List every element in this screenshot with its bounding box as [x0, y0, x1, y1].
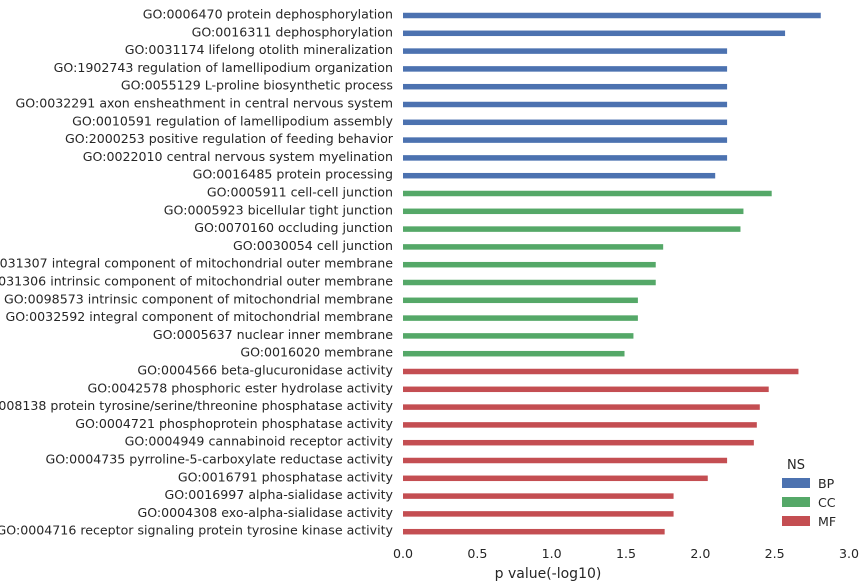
category-label: GO:0004721 phosphoprotein phosphatase ac… — [75, 416, 393, 431]
category-label: GO:0098573 intrinsic component of mitoch… — [4, 291, 393, 306]
category-label: GO:0055129 L-proline biosynthetic proces… — [121, 78, 393, 93]
x-tick-label: 0.0 — [393, 546, 413, 561]
bar-cc — [403, 208, 744, 215]
category-label: GO:0004716 receptor signaling protein ty… — [0, 523, 394, 538]
bar-cc — [403, 315, 638, 321]
legend-label: CC — [818, 495, 836, 510]
category-label: GO:0031307 integral component of mitocho… — [0, 256, 393, 271]
bar-mf — [403, 511, 674, 517]
category-label: GO:0031306 intrinsic component of mitoch… — [0, 274, 393, 289]
x-axis-label: p value(-log10) — [495, 566, 602, 582]
category-label: GO:0005911 cell-cell junction — [207, 185, 393, 200]
legend-label: BP — [818, 476, 835, 491]
category-label: GO:1902743 regulation of lamellipodium o… — [54, 60, 393, 75]
category-label: GO:0004308 exo-alpha-sialidase activity — [137, 505, 393, 520]
bar-bp — [403, 48, 728, 54]
category-label: GO:0016311 dephosphorylation — [192, 24, 393, 39]
category-label: GO:0004566 beta-glucuronidase activity — [137, 363, 393, 378]
category-label: GO:0016485 protein processing — [193, 167, 393, 182]
category-label: GO:0010591 regulation of lamellipodium a… — [72, 113, 393, 128]
category-label: GO:2000253 positive regulation of feedin… — [65, 131, 394, 146]
x-tick-label: 3.0 — [839, 546, 859, 561]
category-label: GO:0006470 protein dephosphorylation — [143, 7, 393, 22]
bar-bp — [403, 30, 786, 37]
bar-mf — [403, 439, 754, 446]
bar-bp — [403, 155, 728, 161]
category-label: GO:0031174 lifelong otolith mineralizati… — [125, 42, 393, 57]
bar-cc — [403, 261, 656, 268]
bar-mf — [403, 422, 757, 428]
category-label: GO:0016997 alpha-sialidase activity — [165, 487, 394, 502]
bar-bp — [403, 66, 728, 72]
x-tick-label: 2.5 — [765, 546, 785, 561]
bar-bp — [403, 172, 716, 179]
legend-swatch — [782, 516, 810, 526]
category-label: GO:0004949 cannabinoid receptor activity — [125, 434, 394, 449]
bar-cc — [403, 333, 634, 339]
bar-cc — [403, 190, 772, 197]
bar-bp — [403, 83, 728, 90]
category-label: GO:0042578 phosphoric ester hydrolase ac… — [88, 380, 394, 395]
legend-swatch — [782, 497, 810, 507]
bar-bp — [403, 101, 728, 108]
x-tick-label: 1.5 — [616, 546, 636, 561]
bar-mf — [403, 386, 769, 393]
x-tick-label: 2.0 — [690, 546, 710, 561]
category-label: GO:0070160 occluding junction — [194, 220, 393, 235]
bar-cc — [403, 279, 656, 286]
legend-swatch — [782, 478, 810, 488]
category-label: GO:0016791 phosphatase activity — [178, 469, 394, 484]
category-labels: GO:0006470 protein dephosphorylation GO:0… — [0, 7, 394, 538]
bar-bp — [403, 137, 728, 143]
category-label: GO:0022010 central nervous system myelin… — [83, 149, 393, 164]
x-tick-label: 1.0 — [542, 546, 562, 561]
category-label: GO:0005637 nuclear inner membrane — [153, 327, 393, 342]
legend-label: MF — [818, 514, 836, 529]
bar-cc — [403, 350, 625, 357]
category-label: GO:0004735 pyrroline-5-carboxylate reduc… — [45, 452, 393, 467]
category-label: GO:0032291 axon ensheathment in central … — [16, 96, 393, 111]
bar-cc — [403, 297, 638, 304]
bar-mf — [403, 368, 799, 375]
bar-bp — [403, 119, 728, 126]
bar-cc — [403, 244, 664, 250]
bar-mf — [403, 528, 665, 535]
category-label: GO:0030054 cell junction — [233, 238, 393, 253]
x-axis-ticks: 0.0 0.5 1.0 1.5 2.0 2.5 3.0 — [393, 546, 859, 561]
category-label: GO:0005923 bicellular tight junction — [164, 202, 393, 217]
legend-items: BP CC MF — [782, 476, 836, 529]
bar-mf — [403, 475, 708, 482]
legend-title: NS — [787, 458, 805, 473]
category-label: GO:0032592 integral component of mitocho… — [5, 309, 393, 324]
legend: NS BP CC MF — [782, 458, 836, 529]
bar-bp — [403, 12, 821, 19]
bar-mf — [403, 493, 674, 499]
bars-layer — [403, 12, 821, 535]
category-label: GO:0016020 membrane — [240, 345, 393, 360]
bar-cc — [403, 226, 741, 232]
category-label: GO:0008138 protein tyrosine/serine/threo… — [0, 398, 394, 413]
x-tick-label: 0.5 — [467, 546, 487, 561]
bar-mf — [403, 457, 728, 464]
bar-mf — [403, 404, 760, 410]
